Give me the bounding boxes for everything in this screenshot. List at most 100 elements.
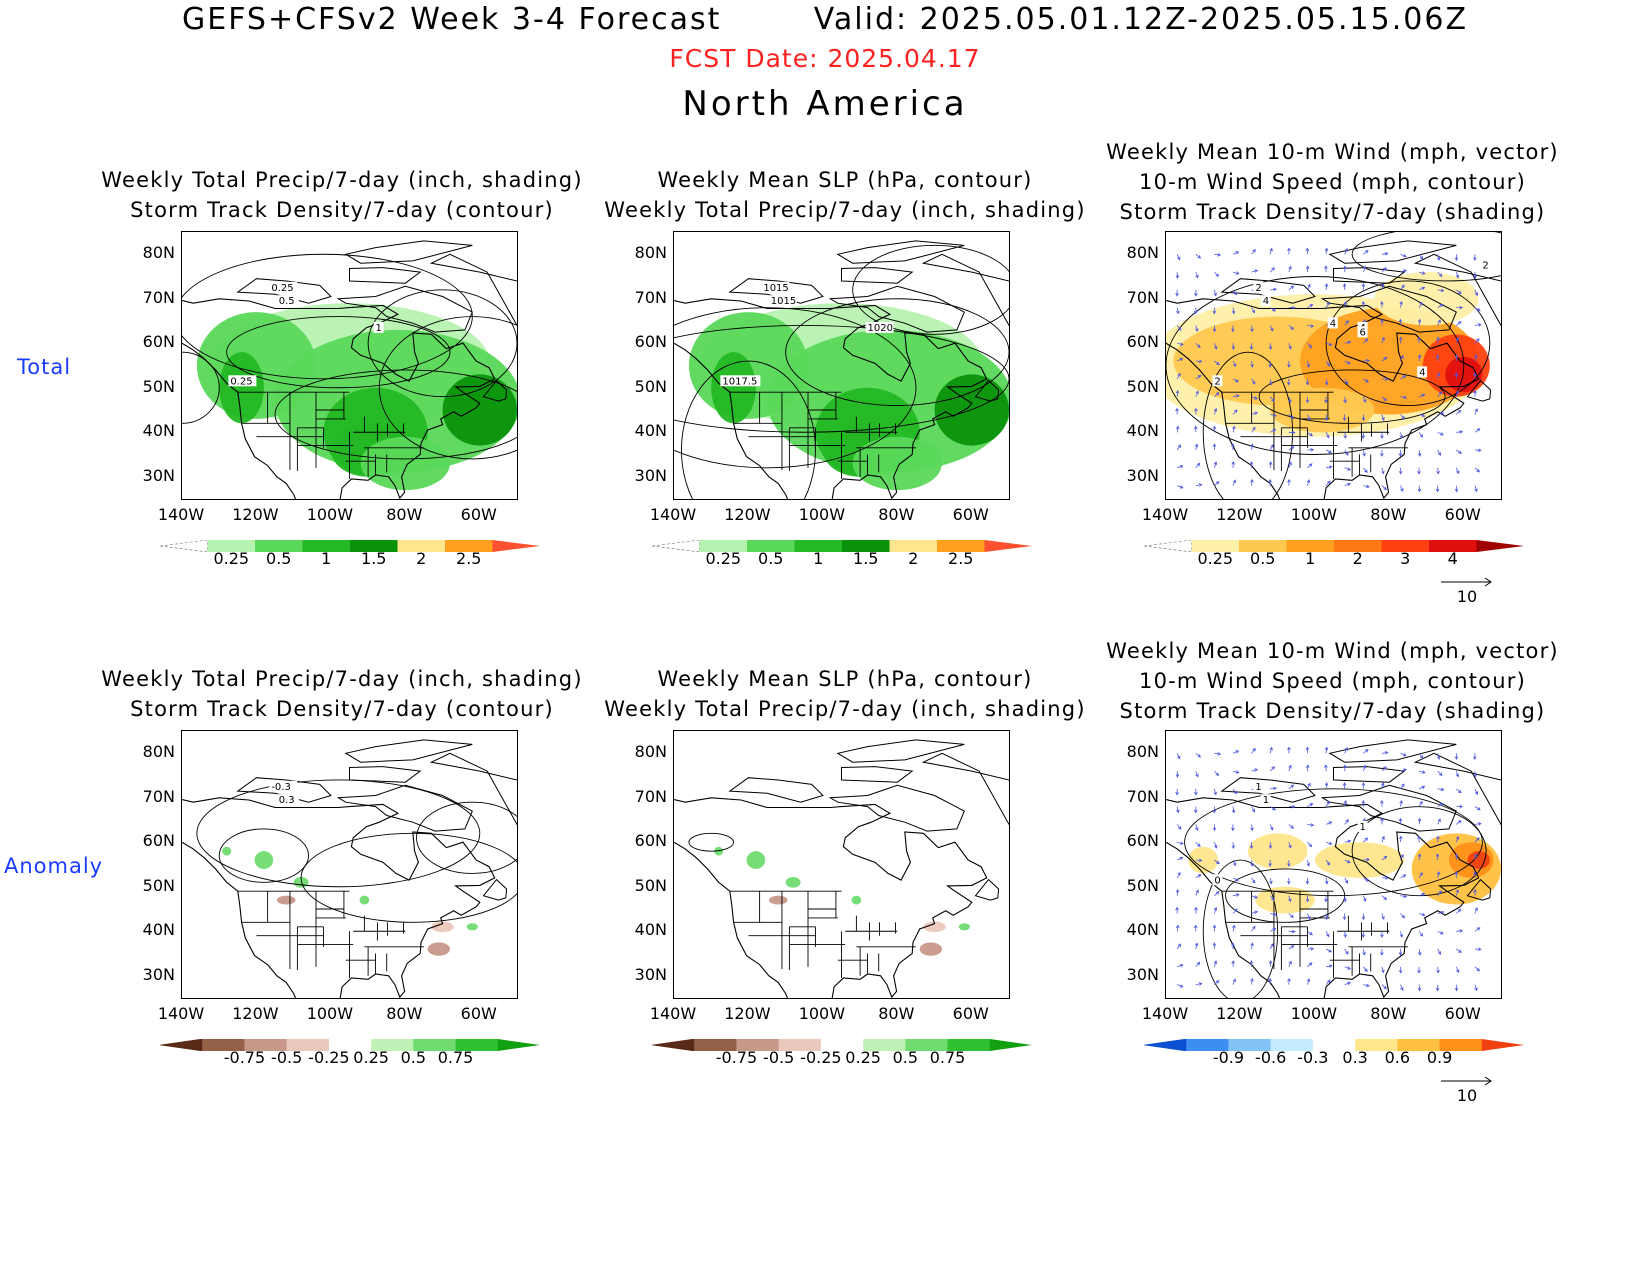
colorbar-swatch	[455, 1039, 499, 1051]
wind-vector	[1231, 824, 1235, 832]
panel-title-total-precip-track: Weekly Total Precip/7-day (inch, shading…	[92, 165, 592, 225]
wind-vector	[1363, 837, 1369, 843]
wind-vector	[1177, 342, 1184, 346]
wind-vector	[1325, 841, 1333, 845]
wind-vector	[1381, 966, 1385, 974]
wind-vector	[1176, 444, 1181, 451]
colorbar-swatch	[1144, 1039, 1187, 1051]
lon-tick-label: 140W	[157, 505, 205, 524]
lat-tick-label: 60N	[634, 831, 667, 851]
colorbar-tick-label: 0.5	[1250, 549, 1276, 568]
wind-vector	[1454, 871, 1459, 878]
lat-tick-label: 80N	[142, 243, 175, 263]
wind-vector	[1177, 485, 1184, 489]
wind-vector	[1232, 289, 1238, 296]
lat-tick-label: 30N	[1126, 964, 1159, 984]
wind-vector	[1269, 247, 1273, 255]
contour-line	[226, 316, 451, 389]
wind-vector	[1456, 430, 1464, 434]
wind-vector	[1344, 248, 1348, 255]
wind-vector	[1232, 425, 1236, 433]
wind-vector	[1417, 336, 1421, 344]
wind-vector	[1324, 764, 1328, 772]
wind-vector	[1177, 465, 1184, 469]
coastline	[674, 797, 988, 998]
wind-vector	[1305, 746, 1310, 754]
wind-vector	[1399, 931, 1404, 938]
vector-reference: 10	[1437, 1076, 1497, 1105]
colorbar-swatch	[820, 1039, 864, 1051]
shading-region	[1374, 272, 1479, 326]
wind-vector	[1456, 409, 1462, 415]
contour-label-bg	[1253, 281, 1264, 293]
wind-vector	[1344, 966, 1352, 970]
wind-vector	[1251, 426, 1256, 433]
panel-title-line: Weekly Mean SLP (hPa, contour)	[657, 168, 1033, 192]
wind-vector	[1307, 342, 1313, 349]
wind-vector	[1455, 966, 1460, 974]
wind-vector	[1343, 396, 1347, 404]
wind-vector	[1251, 378, 1256, 385]
wind-vector	[1474, 354, 1478, 362]
wind-vector	[1418, 753, 1424, 759]
lat-tick-label: 50N	[1126, 376, 1159, 396]
wind-vector	[1381, 895, 1388, 901]
coastline	[674, 298, 988, 499]
wind-vector	[1400, 984, 1404, 991]
wind-vector	[1251, 307, 1256, 314]
shading-region	[222, 846, 232, 856]
contour-label-bg	[1357, 326, 1368, 338]
wind-vector	[1305, 247, 1310, 255]
colorbar	[1144, 1039, 1524, 1051]
colorbar-swatch	[984, 540, 1032, 552]
map-anom-precip-track: -0.3 0.3	[181, 730, 518, 999]
wind-vector	[1343, 265, 1347, 273]
wind-vector	[1287, 478, 1291, 486]
wind-vector	[1344, 819, 1349, 825]
lat-tick-label: 30N	[142, 465, 175, 485]
contour-line	[274, 369, 517, 460]
wind-vector	[1287, 977, 1291, 985]
wind-vector	[1195, 390, 1199, 397]
wind-vector	[1175, 289, 1179, 297]
row-label-total: Total	[17, 355, 72, 379]
lat-tick-label: 60N	[142, 831, 175, 851]
wind-vector	[1342, 913, 1347, 921]
lat-tick-label: 80N	[634, 742, 667, 762]
map-total-wind-track: 24422446	[1165, 231, 1502, 500]
lon-tick-label: 100W	[306, 505, 354, 524]
wind-vector	[1287, 746, 1291, 754]
wind-vector	[1175, 389, 1180, 397]
contour-label: 0	[1214, 875, 1220, 886]
colorbar-swatch	[160, 1039, 203, 1051]
coastline	[1166, 797, 1480, 998]
lat-tick-label: 30N	[634, 964, 667, 984]
contour-label-bg	[373, 321, 384, 333]
wind-vector	[1175, 425, 1180, 433]
lon-tick-label: 120W	[724, 505, 771, 524]
wind-vector	[1269, 824, 1274, 831]
wind-vector	[1400, 913, 1406, 919]
contour-line	[674, 307, 917, 469]
lon-tick-label: 80W	[1370, 505, 1407, 524]
wind-vector	[1418, 413, 1426, 418]
panel-title-line: Storm Track Density/7-day (shading)	[1119, 200, 1546, 224]
wind-vector	[1287, 360, 1291, 368]
colorbar-swatch	[652, 1039, 695, 1051]
colorbar-swatch	[736, 1039, 780, 1051]
wind-vector	[1342, 283, 1347, 290]
contour-label: -0.3	[271, 782, 291, 793]
wind-vector	[1305, 877, 1310, 885]
wind-vector	[1343, 895, 1347, 903]
shading-region	[1445, 356, 1483, 393]
wind-vector	[1268, 977, 1272, 985]
colorbar-swatch	[699, 540, 748, 552]
wind-vector	[1436, 336, 1440, 344]
wind-vector	[1194, 906, 1198, 914]
wind-vector	[1381, 283, 1385, 290]
panel-title-line: Storm Track Density/7-day (contour)	[130, 198, 554, 222]
wind-vector	[1269, 307, 1277, 312]
wind-vector	[1268, 842, 1273, 850]
contour-label: 1	[1255, 782, 1261, 793]
lon-tick-label: 140W	[157, 1004, 205, 1023]
